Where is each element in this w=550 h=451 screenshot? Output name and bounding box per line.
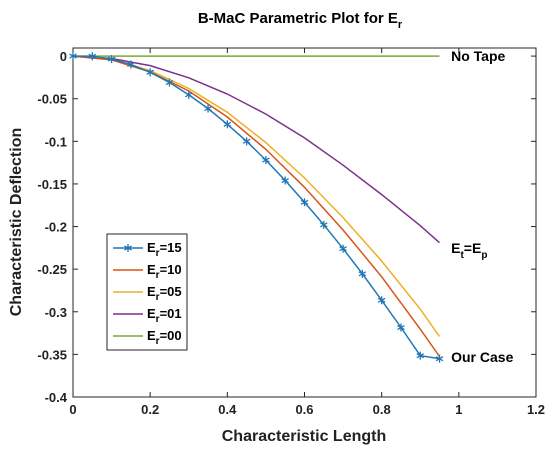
data-point-stroke: [358, 271, 367, 277]
data-point: [127, 60, 135, 69]
legend-label-main: E: [147, 240, 156, 255]
data-point-stroke: [88, 53, 97, 59]
legend-label-rest: =10: [160, 262, 182, 277]
data-point: [88, 52, 97, 61]
legend-label-rest: =00: [160, 328, 182, 343]
chart-title: B-MaC Parametric Plot for Er: [198, 10, 403, 31]
legend-label: Er=10: [147, 262, 182, 281]
x-axis-title: Characteristic Length: [222, 428, 386, 445]
series-line: [72, 55, 440, 244]
data-point-stroke: [262, 157, 270, 163]
data-point: [397, 323, 405, 332]
legend-label: Er=15: [147, 240, 182, 259]
data-point-stroke: [435, 356, 444, 362]
data-point: [320, 220, 328, 229]
y-tick-label: -0.25: [37, 262, 67, 277]
data-point-stroke: [416, 353, 425, 359]
series-line: [72, 55, 441, 357]
annotation-sub: t: [460, 250, 464, 261]
y-tick-label: 0: [60, 49, 67, 64]
series-group: [69, 52, 444, 363]
legend-label-sub: r: [156, 248, 160, 259]
data-point-stroke: [320, 222, 328, 228]
legend-marker: [124, 244, 132, 252]
x-tick-label: 0.2: [141, 402, 159, 417]
data-point: [242, 137, 251, 146]
data-point-stroke: [69, 53, 77, 59]
y-tick-label: -0.35: [37, 347, 67, 362]
chart-title-sub: r: [398, 19, 403, 31]
annotation-label: Our Case: [451, 349, 513, 365]
y-tick-label: -0.1: [45, 134, 67, 149]
data-point-stroke: [242, 138, 251, 144]
y-tick-label: -0.2: [45, 220, 67, 235]
data-point: [300, 198, 309, 207]
data-point: [377, 296, 386, 305]
data-point-stroke: [184, 92, 193, 98]
y-tick-label: -0.4: [45, 390, 68, 405]
data-point-stroke: [127, 61, 135, 68]
data-point-stroke: [146, 69, 154, 75]
y-axis-title: Characteristic Deflection: [8, 128, 25, 317]
y-tick-label: -0.3: [45, 305, 67, 320]
data-point: [281, 176, 289, 185]
annotation-sub: p: [481, 250, 487, 261]
legend-label: Er=05: [147, 284, 182, 303]
legend-marker-stroke: [124, 245, 132, 251]
annotation-main: E: [451, 240, 460, 256]
data-point-stroke: [223, 121, 232, 127]
data-point: [358, 269, 367, 278]
x-tick-label: 0: [69, 402, 76, 417]
legend-label-rest: =15: [160, 240, 182, 255]
legend-label-main: E: [147, 284, 156, 299]
x-tick-label: 1.2: [527, 402, 545, 417]
legend-label-sub: r: [156, 314, 160, 325]
axis-ticks: 0 0.2 0.4 0.6 0.8 1 1.2 0 -0.05 -0.1 -0.15 -0.2 -0.2…: [37, 48, 545, 417]
x-tick-label: 0.4: [218, 402, 237, 417]
data-point-stroke: [397, 324, 405, 331]
data-point: [416, 351, 425, 360]
data-point: [146, 68, 154, 77]
data-point-stroke: [165, 79, 174, 86]
data-point-stroke: [281, 177, 289, 184]
annotation-label: Et=Ep: [451, 240, 487, 261]
legend-label-sub: r: [156, 292, 160, 303]
data-point-stroke: [339, 246, 347, 252]
data-point: [107, 55, 116, 64]
data-point: [184, 90, 193, 99]
data-point-stroke: [107, 56, 116, 62]
data-point-stroke: [204, 105, 212, 112]
x-tick-label: 1: [455, 402, 462, 417]
y-tick-label: -0.15: [37, 177, 67, 192]
data-point: [435, 354, 444, 363]
x-tick-label: 0.8: [373, 402, 391, 417]
data-point-stroke: [300, 199, 309, 205]
chart-title-main: B-MaC Parametric Plot for E: [198, 10, 398, 27]
legend-label-main: E: [147, 328, 156, 343]
data-point: [165, 78, 174, 87]
x-tick-label: 0.6: [295, 402, 313, 417]
annotation-mid: =E: [464, 240, 482, 256]
legend-label: Er=00: [147, 328, 182, 347]
data-point: [223, 120, 232, 129]
annotations: No Tape Et=Ep Our Case: [451, 48, 513, 365]
legend-label-rest: =05: [160, 284, 182, 299]
legend-label-sub: r: [156, 270, 160, 281]
legend-label-rest: =01: [160, 306, 182, 321]
data-point: [204, 104, 212, 113]
y-tick-label: -0.05: [37, 92, 67, 107]
data-point: [339, 244, 347, 253]
legend-label-main: E: [147, 306, 156, 321]
data-point-stroke: [377, 297, 386, 303]
legend-label-sub: r: [156, 336, 160, 347]
legend-label-main: E: [147, 262, 156, 277]
data-point: [69, 52, 77, 61]
legend-label: Er=01: [147, 306, 182, 325]
annotation-label: No Tape: [451, 48, 505, 64]
data-point: [262, 156, 270, 165]
